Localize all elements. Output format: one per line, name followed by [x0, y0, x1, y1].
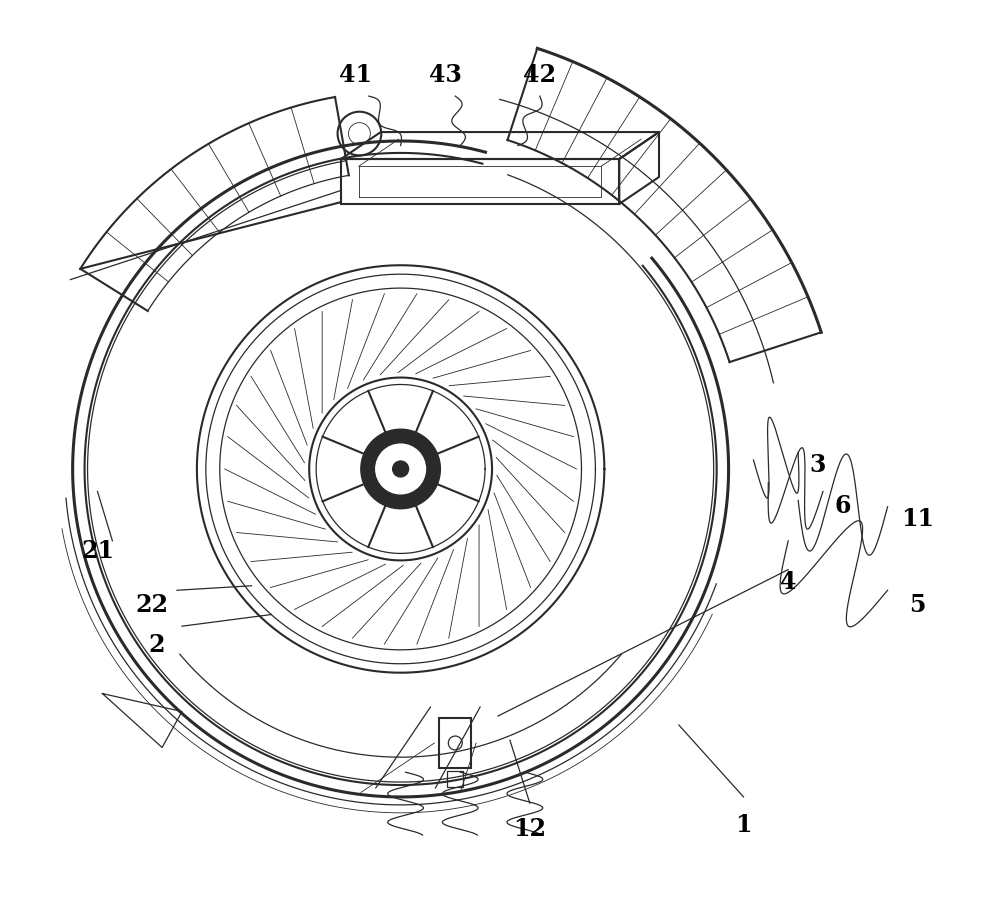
Text: 6: 6 — [835, 493, 851, 517]
Text: 5: 5 — [909, 592, 926, 616]
Text: 22: 22 — [136, 592, 169, 616]
Text: 2: 2 — [149, 632, 165, 656]
Circle shape — [376, 444, 425, 494]
Bar — [447, 771, 463, 787]
Bar — [439, 719, 471, 768]
Text: 1: 1 — [735, 812, 752, 836]
Text: 4: 4 — [780, 570, 796, 593]
Text: 12: 12 — [513, 816, 546, 841]
Text: 3: 3 — [810, 453, 826, 477]
Text: 21: 21 — [81, 538, 114, 563]
Text: 41: 41 — [339, 62, 372, 87]
Text: 11: 11 — [901, 507, 934, 531]
Text: 42: 42 — [523, 62, 556, 87]
Text: 43: 43 — [429, 62, 462, 87]
Circle shape — [361, 430, 440, 509]
Circle shape — [393, 461, 409, 478]
